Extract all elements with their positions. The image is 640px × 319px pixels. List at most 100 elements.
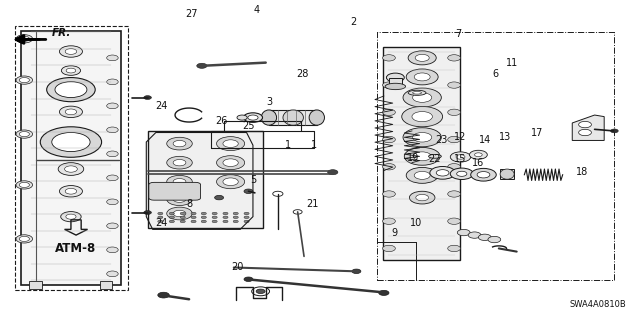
Circle shape — [469, 150, 487, 159]
Bar — [500, 169, 514, 179]
Circle shape — [414, 171, 430, 179]
Circle shape — [413, 93, 432, 102]
Circle shape — [448, 164, 461, 170]
Circle shape — [430, 167, 456, 179]
Circle shape — [379, 290, 389, 295]
Circle shape — [65, 49, 77, 54]
Circle shape — [448, 136, 461, 143]
Circle shape — [402, 107, 443, 127]
Text: 16: 16 — [472, 158, 484, 168]
Circle shape — [60, 106, 83, 118]
Text: 10: 10 — [410, 218, 422, 228]
Text: 15: 15 — [454, 154, 467, 165]
Polygon shape — [572, 115, 604, 140]
Bar — [378, 33, 614, 280]
Circle shape — [352, 269, 361, 273]
Circle shape — [223, 220, 228, 223]
Text: 23: 23 — [435, 136, 447, 145]
Circle shape — [107, 103, 118, 109]
Circle shape — [191, 220, 196, 223]
Text: 1: 1 — [285, 140, 291, 150]
Text: 7: 7 — [455, 29, 461, 39]
Circle shape — [173, 179, 186, 185]
Circle shape — [66, 68, 76, 73]
Circle shape — [414, 73, 430, 81]
Circle shape — [412, 112, 433, 122]
Circle shape — [448, 55, 461, 61]
Circle shape — [223, 178, 238, 186]
Circle shape — [248, 115, 258, 120]
Text: 3: 3 — [266, 97, 272, 107]
Circle shape — [328, 170, 338, 175]
Circle shape — [383, 55, 396, 61]
Bar — [15, 26, 129, 290]
Circle shape — [107, 127, 118, 133]
Circle shape — [410, 191, 435, 204]
Circle shape — [212, 212, 217, 215]
Bar — [389, 78, 402, 86]
Circle shape — [404, 147, 440, 165]
Bar — [29, 281, 42, 289]
Circle shape — [223, 216, 228, 219]
Circle shape — [451, 152, 470, 162]
Circle shape — [167, 207, 192, 220]
Circle shape — [456, 155, 465, 159]
Circle shape — [65, 189, 77, 194]
Text: 8: 8 — [186, 199, 192, 209]
Circle shape — [451, 168, 473, 180]
Circle shape — [191, 212, 196, 215]
Text: FR.: FR. — [52, 28, 71, 38]
Circle shape — [170, 220, 174, 223]
Circle shape — [448, 191, 461, 197]
Circle shape — [47, 78, 95, 102]
Circle shape — [61, 66, 81, 75]
Text: 4: 4 — [253, 5, 259, 15]
Circle shape — [477, 172, 490, 178]
Circle shape — [60, 186, 83, 197]
Circle shape — [244, 189, 253, 194]
Ellipse shape — [408, 90, 426, 95]
Text: 25: 25 — [242, 121, 255, 131]
Circle shape — [201, 212, 206, 215]
Circle shape — [16, 235, 33, 243]
Ellipse shape — [500, 169, 514, 179]
Circle shape — [19, 236, 29, 241]
Text: 24: 24 — [156, 218, 168, 228]
Circle shape — [16, 35, 33, 43]
Circle shape — [223, 140, 238, 147]
Circle shape — [478, 234, 491, 241]
Circle shape — [201, 216, 206, 219]
Circle shape — [470, 168, 496, 181]
Circle shape — [107, 247, 118, 253]
Circle shape — [107, 223, 118, 229]
Circle shape — [66, 214, 76, 219]
Circle shape — [223, 212, 228, 215]
Text: 26: 26 — [215, 116, 227, 126]
Circle shape — [191, 216, 196, 219]
Circle shape — [60, 46, 83, 57]
Circle shape — [107, 199, 118, 205]
Circle shape — [233, 212, 238, 215]
Circle shape — [65, 109, 77, 115]
Circle shape — [448, 109, 461, 115]
Bar — [269, 110, 317, 125]
Circle shape — [415, 54, 429, 61]
Circle shape — [403, 128, 442, 147]
Circle shape — [173, 140, 186, 147]
Circle shape — [167, 193, 192, 205]
Text: 13: 13 — [499, 132, 511, 142]
Circle shape — [457, 171, 467, 176]
Circle shape — [16, 130, 33, 138]
Circle shape — [167, 175, 192, 188]
Circle shape — [406, 167, 438, 183]
Bar — [21, 31, 121, 285]
Text: 22: 22 — [429, 154, 441, 165]
Circle shape — [387, 73, 404, 82]
Circle shape — [244, 220, 249, 223]
Circle shape — [474, 153, 482, 157]
Circle shape — [611, 129, 618, 133]
Text: 14: 14 — [479, 136, 491, 145]
Ellipse shape — [261, 110, 276, 125]
Text: 1: 1 — [310, 140, 317, 150]
Circle shape — [16, 181, 33, 189]
